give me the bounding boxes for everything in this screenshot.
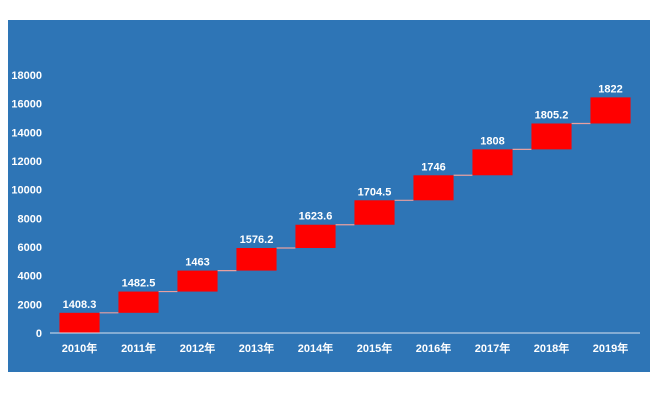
y-tick-label: 2000 — [18, 299, 42, 311]
y-tick-label: 14000 — [11, 127, 42, 139]
chart-container: 0 2000 4000 6000 8000 10000 12000 14000 16000 180… — [8, 20, 650, 372]
data-labels: 1408.3 1482.5 1463 1576.2 1623.6 1704.5 1746 18… — [63, 83, 623, 310]
bars — [59, 97, 631, 333]
bar — [177, 270, 218, 292]
y-tick-label: 12000 — [11, 156, 42, 168]
bar — [413, 175, 454, 201]
y-tick-label: 10000 — [11, 185, 42, 197]
y-tick-label: 18000 — [11, 70, 42, 82]
x-tick-label: 2016年 — [416, 341, 451, 355]
x-tick-label: 2013年 — [239, 341, 274, 355]
x-tick-label: 2018年 — [534, 341, 569, 355]
data-label: 1808 — [480, 135, 504, 147]
bar — [295, 224, 336, 249]
data-label: 1746 — [421, 161, 445, 173]
y-tick-label: 4000 — [18, 271, 42, 283]
y-tick-label: 8000 — [18, 213, 42, 225]
data-label: 1805.2 — [535, 109, 569, 121]
chart-background — [8, 20, 650, 372]
x-tick-label: 2015年 — [357, 341, 392, 355]
x-axis: 2010年 2011年 2012年 2013年 2014年 2015年 2016年 2017年… — [62, 341, 628, 355]
x-tick-label: 2014年 — [298, 341, 333, 355]
y-axis: 0 2000 4000 6000 8000 10000 12000 14000 16000 180… — [11, 70, 42, 340]
bar — [472, 149, 513, 176]
x-tick-label: 2010年 — [62, 341, 97, 355]
connector-lines — [99, 122, 591, 314]
x-tick-label: 2019年 — [593, 341, 628, 355]
bar — [531, 123, 572, 150]
bar — [236, 248, 277, 271]
y-tick-label: 6000 — [18, 242, 42, 254]
data-label: 1822 — [598, 83, 622, 95]
waterfall-chart: 0 2000 4000 6000 8000 10000 12000 14000 16000 180… — [8, 20, 650, 372]
bar — [354, 200, 395, 225]
x-tick-label: 2012年 — [180, 341, 215, 355]
data-label: 1623.6 — [299, 211, 333, 223]
data-label: 1576.2 — [240, 234, 274, 246]
bar — [590, 97, 631, 124]
data-label: 1482.5 — [122, 278, 156, 290]
y-tick-label: 16000 — [11, 99, 42, 111]
data-label: 1408.3 — [63, 299, 97, 311]
y-tick-label: 0 — [36, 328, 42, 340]
bar — [59, 312, 100, 333]
x-tick-label: 2017年 — [475, 341, 510, 355]
x-tick-label: 2011年 — [121, 341, 156, 355]
data-label: 1463 — [185, 257, 209, 269]
data-label: 1704.5 — [358, 186, 392, 198]
bar — [118, 291, 159, 313]
